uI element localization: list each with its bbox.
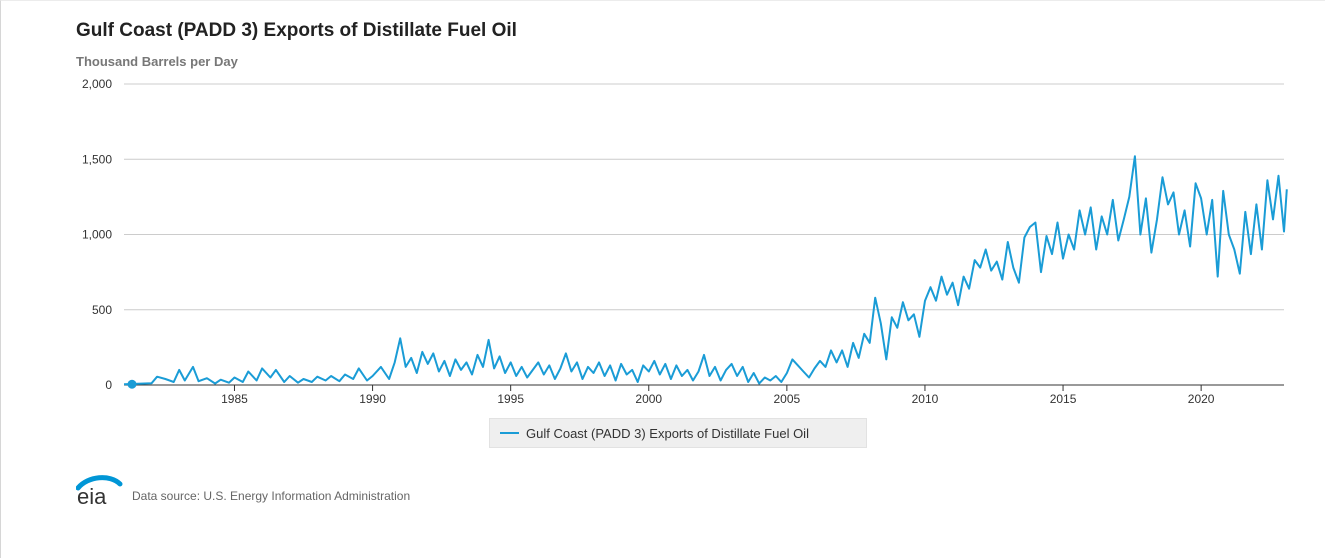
eia-logo[interactable]: eia [75,474,124,513]
logo-swoosh [75,475,123,491]
y-axis-ticks: 0 500 1,000 1,500 2,000 [82,77,112,392]
data-source: Data source: U.S. Energy Information Adm… [132,489,411,503]
y-tick-label: 2,000 [82,77,112,91]
legend[interactable]: Gulf Coast (PADD 3) Exports of Distillat… [489,418,867,448]
series-start-marker [127,379,137,389]
y-tick-label: 1,000 [82,228,112,242]
x-axis: 1985 1990 1995 2000 2005 2010 2015 2020 [124,384,1284,406]
x-tick-label: 1990 [359,392,386,406]
logo-text: eia [77,484,107,508]
series-line [123,155,1288,386]
grid-lines [124,83,1284,311]
x-tick-label: 1985 [221,392,248,406]
x-tick-label: 2010 [912,392,939,406]
x-tick-label: 2000 [635,392,662,406]
x-tick-label: 1995 [497,392,524,406]
legend-swatch [500,432,519,434]
y-tick-label: 1,500 [82,152,112,166]
chart-subtitle: Thousand Barrels per Day [76,54,238,69]
y-tick-label: 0 [105,378,112,392]
x-tick-label: 2020 [1188,392,1215,406]
chart-title: Gulf Coast (PADD 3) Exports of Distillat… [76,20,517,41]
series-layer [123,155,1288,389]
x-tick-label: 2005 [774,392,801,406]
x-tick-label: 2015 [1050,392,1077,406]
eia-logo-icon: eia [75,475,123,509]
legend-label: Gulf Coast (PADD 3) Exports of Distillat… [526,425,809,441]
y-tick-label: 500 [92,303,112,317]
